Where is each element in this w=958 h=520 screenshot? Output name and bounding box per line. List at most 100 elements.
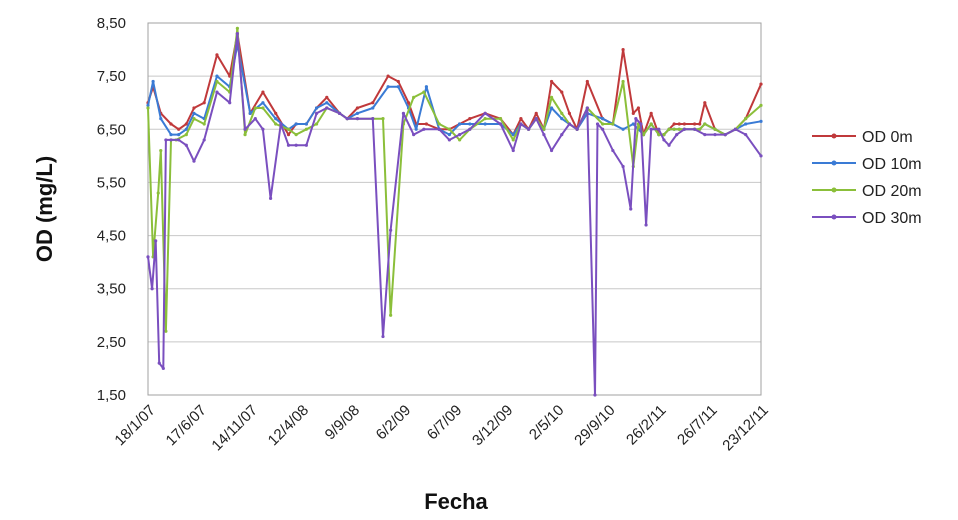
data-point xyxy=(325,101,329,105)
data-point xyxy=(519,117,523,121)
data-point xyxy=(672,127,676,131)
data-point xyxy=(468,122,472,126)
data-point xyxy=(286,127,291,131)
data-point xyxy=(511,148,515,153)
data-point xyxy=(631,122,635,126)
data-point xyxy=(146,106,150,110)
data-point xyxy=(567,111,572,115)
data-point xyxy=(261,90,265,94)
data-point xyxy=(177,133,181,137)
data-point xyxy=(294,122,298,126)
data-point xyxy=(192,159,196,163)
data-point xyxy=(215,79,219,84)
data-point xyxy=(325,106,329,110)
data-point xyxy=(744,133,748,137)
data-point xyxy=(611,148,615,153)
data-point xyxy=(447,127,451,131)
data-point xyxy=(161,366,165,371)
x-tick-label: 14/11/07 xyxy=(208,402,261,455)
data-point xyxy=(261,101,265,105)
data-point xyxy=(677,122,681,126)
data-point xyxy=(662,133,666,137)
data-point xyxy=(261,127,265,131)
data-point xyxy=(657,133,661,137)
data-point xyxy=(151,79,155,84)
data-point xyxy=(575,127,579,131)
data-point xyxy=(759,103,763,107)
data-point xyxy=(458,122,462,126)
data-point xyxy=(621,79,625,84)
data-point xyxy=(483,111,487,115)
data-point xyxy=(274,122,278,126)
data-point xyxy=(157,361,161,365)
data-point xyxy=(261,106,265,110)
data-point xyxy=(534,117,538,121)
data-point xyxy=(483,117,487,121)
data-point xyxy=(164,138,168,142)
data-point xyxy=(649,122,653,126)
data-point xyxy=(585,79,589,84)
y-axis-ticks: 8,50 7,50 6,50 5,50 4,50 3,50 2,50 1,50 xyxy=(97,15,126,404)
data-point xyxy=(381,117,385,121)
data-point xyxy=(511,138,515,142)
data-point xyxy=(447,133,451,137)
data-point xyxy=(542,133,546,137)
data-point xyxy=(667,143,671,147)
data-point xyxy=(154,239,158,243)
data-point xyxy=(713,127,717,131)
data-point xyxy=(192,111,196,115)
data-point xyxy=(549,79,554,84)
data-point xyxy=(269,196,273,200)
legend-label: OD 30m xyxy=(862,210,922,227)
data-point xyxy=(184,143,188,147)
data-point xyxy=(235,26,239,30)
data-point xyxy=(169,133,173,137)
data-point xyxy=(549,148,554,153)
data-point xyxy=(304,122,308,126)
series-line-3 xyxy=(147,32,762,396)
y-tick-label: 7,50 xyxy=(97,68,126,85)
x-tick-label: 9/9/08 xyxy=(322,402,364,444)
x-axis-title: Fecha xyxy=(424,489,488,514)
data-point xyxy=(235,32,239,36)
data-point xyxy=(498,117,503,121)
data-point xyxy=(164,329,168,333)
data-point xyxy=(169,138,173,142)
data-point xyxy=(519,122,523,126)
data-point xyxy=(677,127,681,131)
data-point xyxy=(314,122,319,126)
data-point xyxy=(215,53,219,57)
data-point xyxy=(159,148,163,153)
data-point xyxy=(215,74,219,78)
data-point xyxy=(215,90,219,94)
data-point xyxy=(192,106,196,110)
data-point xyxy=(401,111,406,115)
data-point xyxy=(184,122,188,126)
data-point xyxy=(682,127,686,131)
data-point xyxy=(458,133,462,137)
data-point xyxy=(437,127,441,131)
data-point xyxy=(412,95,416,99)
legend-label: OD 0m xyxy=(862,129,913,146)
data-point xyxy=(294,143,298,147)
data-point xyxy=(389,313,393,317)
gridlines xyxy=(148,22,761,396)
data-point xyxy=(526,127,531,131)
data-point xyxy=(412,133,416,137)
data-point xyxy=(585,106,589,110)
data-point xyxy=(621,127,625,131)
data-point xyxy=(593,393,597,397)
data-point xyxy=(146,255,150,259)
data-point xyxy=(156,191,160,195)
y-tick-label: 6,50 xyxy=(97,121,126,138)
data-point xyxy=(549,106,554,110)
y-tick-label: 4,50 xyxy=(97,228,126,245)
data-point xyxy=(560,133,564,137)
data-point xyxy=(381,334,385,339)
data-point xyxy=(371,106,375,110)
series-line-0 xyxy=(147,32,762,136)
legend-label: OD 10m xyxy=(862,156,922,173)
x-tick-label: 26/2/11 xyxy=(623,402,670,449)
legend-marker xyxy=(831,187,837,193)
data-point xyxy=(560,111,564,115)
